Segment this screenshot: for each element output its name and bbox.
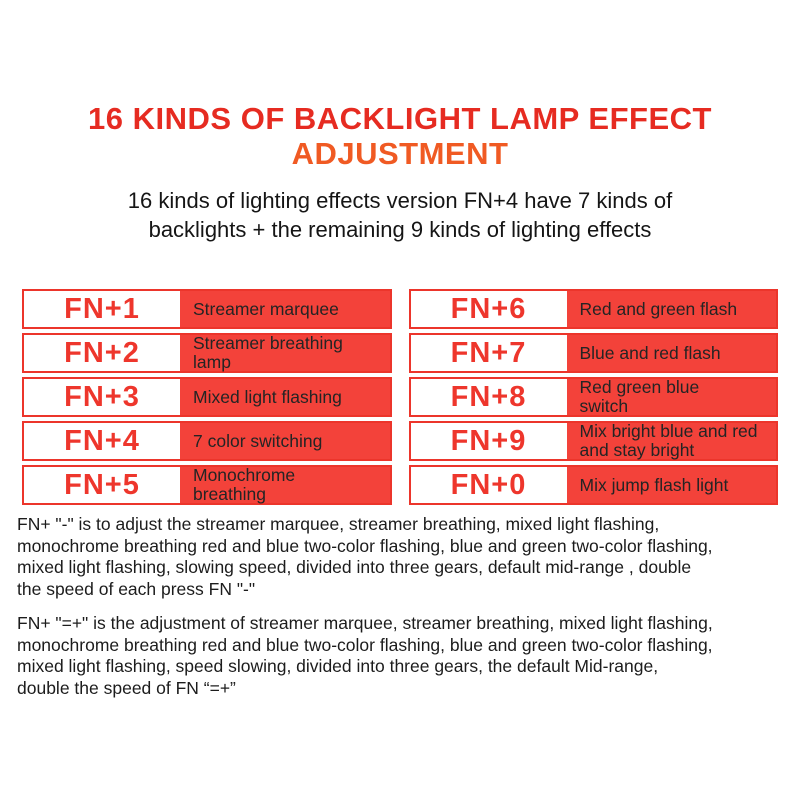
fn-key-cell: FN+3: [24, 379, 180, 415]
subtitle: 16 kinds of lighting effects version FN+…: [127, 188, 673, 242]
fn-effect-cell: Monochrome breathing: [180, 466, 390, 504]
table-row: FN+1 Streamer marquee: [22, 289, 392, 329]
fn-key-cell: FN+9: [410, 423, 567, 459]
table-row: FN+6 Red and green flash: [408, 289, 778, 329]
fn-effect-cell: Mixed light flashing: [180, 379, 390, 415]
fn-effect-cell: 7 color switching: [180, 423, 390, 459]
fn-effect-cell: Blue and red flash: [566, 335, 776, 371]
description-paragraphs: FN+ "-" is to adjust the streamer marque…: [0, 514, 800, 699]
table-row: FN+3 Mixed light flashing: [22, 377, 392, 417]
fn-effect-cell: Mix bright blue and red and stay bright: [566, 422, 776, 460]
title-line-1: 16 KINDS OF BACKLIGHT LAMP EFFECT: [88, 101, 712, 136]
table-row: FN+2 Streamer breathing lamp: [22, 333, 392, 373]
title-line-2: ADJUSTMENT: [291, 136, 509, 171]
table-row: FN+0 Mix jump flash light: [408, 465, 778, 505]
table-row: FN+5 Monochrome breathing: [22, 465, 392, 505]
table-row: FN+4 7 color switching: [22, 421, 392, 461]
fn-effect-cell: Red green blue switch: [566, 378, 776, 416]
fn-effect-cell: Red and green flash: [566, 291, 776, 327]
fn-effect-cell: Mix jump flash light: [566, 467, 776, 503]
fn-table-right: FN+6 Red and green flash FN+7 Blue and r…: [408, 289, 778, 505]
fn-key-cell: FN+1: [24, 291, 180, 327]
paragraph-fn-minus: FN+ "-" is to adjust the streamer marque…: [17, 514, 713, 599]
table-row: FN+7 Blue and red flash: [408, 333, 778, 373]
fn-key-cell: FN+4: [24, 423, 180, 459]
paragraph-fn-plus: FN+ "=+" is the adjustment of streamer m…: [17, 613, 713, 698]
fn-key-cell: FN+7: [410, 335, 567, 371]
fn-table-left: FN+1 Streamer marquee FN+2 Streamer brea…: [22, 289, 392, 505]
fn-key-cell: FN+5: [24, 467, 180, 503]
page-title: 16 KINDS OF BACKLIGHT LAMP EFFECT ADJUST…: [0, 101, 800, 171]
fn-effect-cell: Streamer marquee: [180, 291, 390, 327]
fn-key-cell: FN+2: [24, 335, 180, 371]
fn-key-cell: FN+6: [410, 291, 567, 327]
table-row: FN+8 Red green blue switch: [408, 377, 778, 417]
table-row: FN+9 Mix bright blue and red and stay br…: [408, 421, 778, 461]
fn-tables: FN+1 Streamer marquee FN+2 Streamer brea…: [0, 289, 800, 505]
fn-key-cell: FN+0: [410, 467, 567, 503]
fn-key-cell: FN+8: [410, 379, 567, 415]
fn-effect-cell: Streamer breathing lamp: [180, 334, 390, 372]
